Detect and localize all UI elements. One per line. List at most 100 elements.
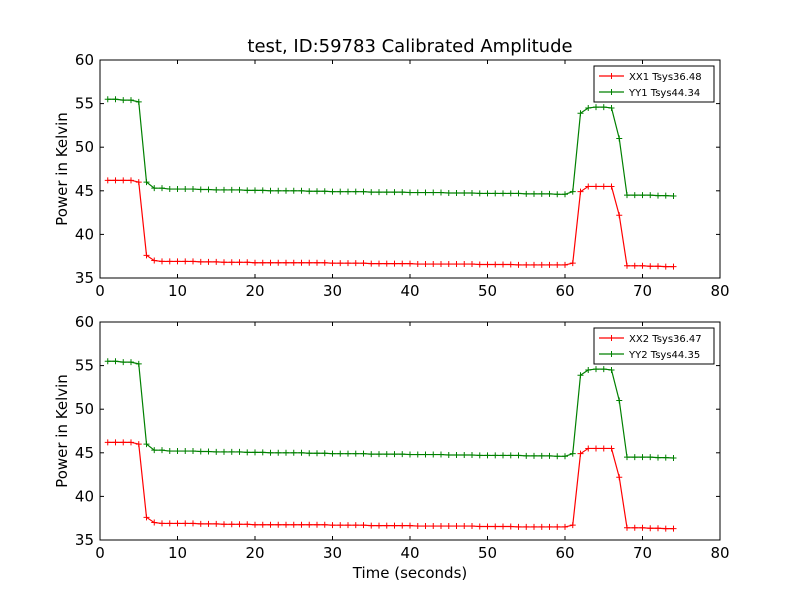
data-point [135,98,142,105]
data-point [283,449,289,456]
data-point [104,96,111,103]
data-point [128,439,134,446]
data-point [507,523,514,530]
data-point [391,260,398,267]
data-point [492,523,499,530]
data-point [221,448,227,455]
data-point [453,523,460,530]
data-point [523,190,530,197]
data-point [453,261,460,268]
data-point [500,190,506,197]
data-point [345,522,351,529]
data-point [585,366,592,373]
data-point [569,188,576,195]
data-point [562,191,568,198]
data-point [569,522,576,529]
data-point [290,449,297,456]
data-point [438,189,444,196]
data-point [159,258,165,265]
data-point [569,260,576,267]
x-tick-label: 20 [245,544,264,562]
data-point [655,525,661,532]
data-point [461,451,468,458]
data-point [306,259,313,266]
legend-label: YY1 Tsys44.34 [628,88,700,99]
series-yy [104,96,677,200]
data-point [205,258,212,265]
y-tick-label: 40 [75,487,94,505]
series-xx [104,439,677,532]
data-point [128,177,134,184]
data-point [515,452,522,459]
data-point [399,260,406,267]
y-tick-label: 35 [75,531,94,549]
data-point [546,523,553,530]
data-point [337,188,344,195]
data-point [631,262,638,269]
data-point [275,449,282,456]
data-point [554,453,561,460]
data-point [236,448,243,455]
data-point [616,397,623,404]
data-point [538,523,545,530]
legend-marker [608,351,615,357]
data-point [507,261,514,268]
data-point [197,186,204,193]
data-point [345,260,351,267]
data-point [507,452,514,459]
data-point [585,445,592,452]
data-point [531,261,537,268]
data-point [445,451,452,458]
y-tick-label: 45 [75,444,94,462]
data-point [321,188,328,195]
data-point [228,521,235,528]
data-point [600,366,607,373]
data-point [562,453,568,460]
data-point [492,452,499,459]
x-tick-label: 0 [95,544,105,562]
data-point [639,262,646,269]
data-point [469,189,475,196]
data-point [407,189,413,196]
data-point [631,192,638,199]
data-point [283,521,289,528]
data-point [647,263,654,270]
data-point [507,190,514,197]
x-tick-label: 50 [478,544,497,562]
data-point [391,451,398,458]
data-point [445,261,452,268]
data-point [523,452,530,459]
data-point [213,448,220,455]
data-point [135,179,142,186]
data-point [376,451,382,458]
data-point [368,451,375,458]
data-point [546,452,553,459]
x-tick-label: 60 [555,544,574,562]
data-point [600,104,607,111]
data-point [314,521,320,528]
data-point [267,449,274,456]
data-point [422,261,429,268]
data-point [166,258,173,265]
data-point [546,261,553,268]
data-point [616,135,623,142]
data-point [438,523,444,530]
data-point [655,263,661,270]
data-point [290,187,297,194]
data-point [469,261,475,268]
data-point [376,189,382,196]
data-point [174,186,181,193]
data-point [314,259,320,266]
data-point [166,448,173,455]
data-point [391,189,398,196]
y-tick-label: 40 [75,225,94,243]
data-point [306,521,313,528]
data-point [538,261,545,268]
data-point [531,452,537,459]
x-tick-label: 10 [168,282,187,300]
legend-marker [608,73,615,79]
data-point [352,260,359,267]
data-point [616,212,623,219]
data-point [593,183,599,190]
data-point [151,185,158,192]
